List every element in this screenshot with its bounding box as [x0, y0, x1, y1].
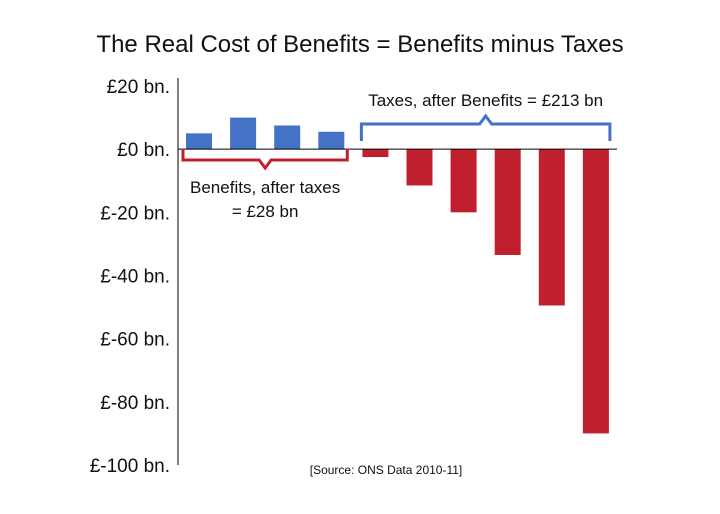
- y-tick-label: £-100 bn.: [90, 456, 170, 477]
- y-axis-ticks: £20 bn. £0 bn. £-20 bn. £-40 bn. £-60 bn. £-8…: [90, 77, 170, 477]
- y-tick-label: £-80 bn.: [100, 393, 170, 414]
- y-tick-label: £20 bn.: [107, 77, 170, 98]
- tax-bar: [538, 149, 565, 306]
- y-tick-label: £-20 bn.: [100, 203, 170, 224]
- source-note: [Source: ONS Data 2010-11]: [310, 463, 463, 477]
- taxes-annotation: Taxes, after Benefits = £213 bn: [368, 91, 603, 110]
- benefits-bracket: [181, 149, 349, 171]
- tax-bar: [582, 149, 609, 434]
- chart-title: The Real Cost of Benefits = Benefits min…: [96, 31, 623, 58]
- y-tick-label: £-40 bn.: [100, 267, 170, 288]
- benefits-annotation-line2: = £28 bn: [232, 202, 299, 221]
- benefits-annotation-line1: Benefits, after taxes: [190, 178, 340, 197]
- annotations: Benefits, after taxes = £28 bn Taxes, afte…: [181, 91, 612, 221]
- bars: [186, 117, 609, 434]
- tax-bar: [362, 149, 389, 158]
- benefit-bar: [186, 133, 212, 150]
- tax-bar: [450, 149, 477, 213]
- benefit-bar: [318, 131, 345, 150]
- taxes-bracket: [359, 113, 612, 141]
- y-tick-label: £0 bn.: [117, 140, 170, 161]
- tax-bar: [406, 149, 433, 186]
- benefit-bar: [274, 125, 301, 150]
- tax-bar: [494, 149, 521, 255]
- y-tick-label: £-60 bn.: [100, 330, 170, 351]
- benefit-bar: [230, 117, 257, 150]
